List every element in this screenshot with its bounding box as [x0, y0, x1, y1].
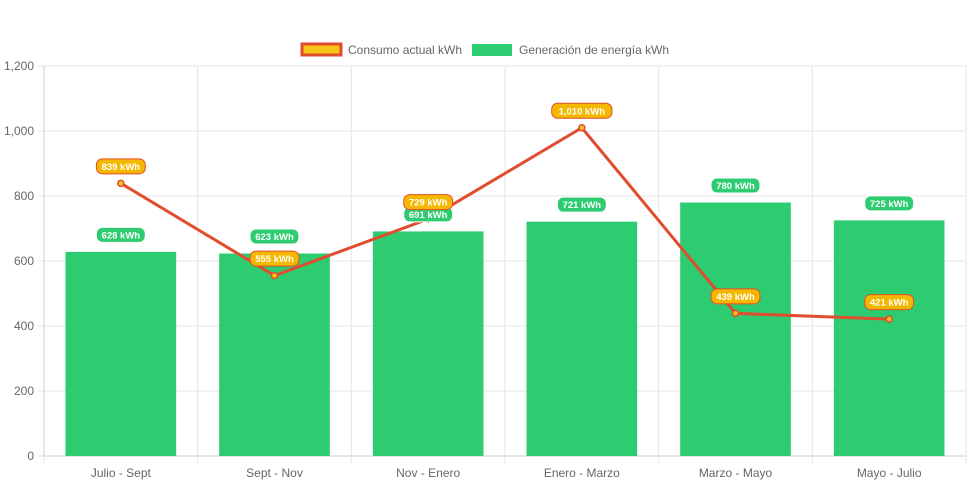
y-tick-label: 600 — [14, 254, 34, 268]
bar-value-label: 628 kWh — [102, 230, 141, 241]
bar-value-label: 623 kWh — [255, 232, 294, 243]
y-tick-label: 1,000 — [4, 124, 34, 138]
line-value-label-bg — [403, 194, 454, 211]
line-value-label-bg — [95, 158, 146, 175]
line-value-label: 729 kWh — [409, 198, 448, 209]
line-value-label: 839 kWh — [102, 162, 141, 173]
bar-value-label-bg — [710, 177, 761, 194]
legend-swatch-generacion — [472, 44, 512, 56]
bar-value-label-bg — [249, 228, 300, 245]
bar — [526, 221, 638, 456]
bar-value-label: 721 kWh — [563, 200, 602, 211]
line-value-label-bg — [249, 250, 300, 267]
x-tick-label: Nov - Enero — [396, 466, 460, 480]
x-tick-label: Mayo - Julio — [857, 466, 922, 480]
line-series — [117, 124, 893, 323]
line-path — [120, 126, 890, 321]
y-tick-label: 0 — [27, 449, 34, 463]
x-tick-label: Marzo - Mayo — [699, 466, 773, 480]
line-value-label: 439 kWh — [716, 292, 755, 303]
bar-series — [65, 202, 945, 456]
bar-value-label-bg — [864, 195, 915, 212]
legend: Consumo actual kWh Generación de energía … — [300, 42, 669, 57]
line-value-label-bg — [551, 102, 613, 119]
line-value-label-bg — [864, 294, 915, 311]
y-tick-label: 400 — [14, 319, 34, 333]
x-tick-label: Enero - Marzo — [544, 466, 620, 480]
line-point — [578, 124, 586, 132]
line-point — [885, 315, 893, 323]
line-point — [117, 179, 125, 188]
bar — [219, 253, 330, 456]
y-tick-label: 1,200 — [4, 59, 34, 73]
bar-value-label-bg — [95, 226, 146, 243]
line-value-label: 1,010 kWh — [559, 106, 606, 117]
legend-label-generacion: Generación de energía kWh — [519, 43, 669, 57]
line-point — [731, 309, 740, 318]
grid: 0 200 400 600 800 1,000 1,200 Julio - Sept Sept … — [4, 59, 967, 480]
line-value-label: 555 kWh — [255, 254, 294, 265]
line-point — [270, 271, 279, 280]
line-value-label: 421 kWh — [870, 298, 909, 309]
line-value-label-bg — [710, 288, 761, 305]
bar — [65, 251, 177, 456]
legend-label-consumo: Consumo actual kWh — [348, 43, 462, 57]
bar-value-label-bg — [556, 196, 607, 213]
y-tick-label: 200 — [14, 384, 34, 398]
y-tick-label: 800 — [14, 189, 34, 203]
bar — [833, 220, 945, 456]
bar — [680, 202, 791, 456]
data-labels: 628 kWh 623 kWh 691 kWh 721 kWh 780 kWh 725 k… — [95, 102, 915, 311]
bar-value-label: 691 kWh — [409, 210, 448, 221]
x-tick-label: Sept - Nov — [246, 466, 303, 480]
legend-swatch-consumo — [300, 42, 343, 57]
bar — [372, 231, 484, 456]
bar-value-label: 780 kWh — [716, 181, 755, 192]
x-tick-label: Julio - Sept — [91, 466, 152, 480]
bar-value-label: 725 kWh — [870, 199, 909, 210]
